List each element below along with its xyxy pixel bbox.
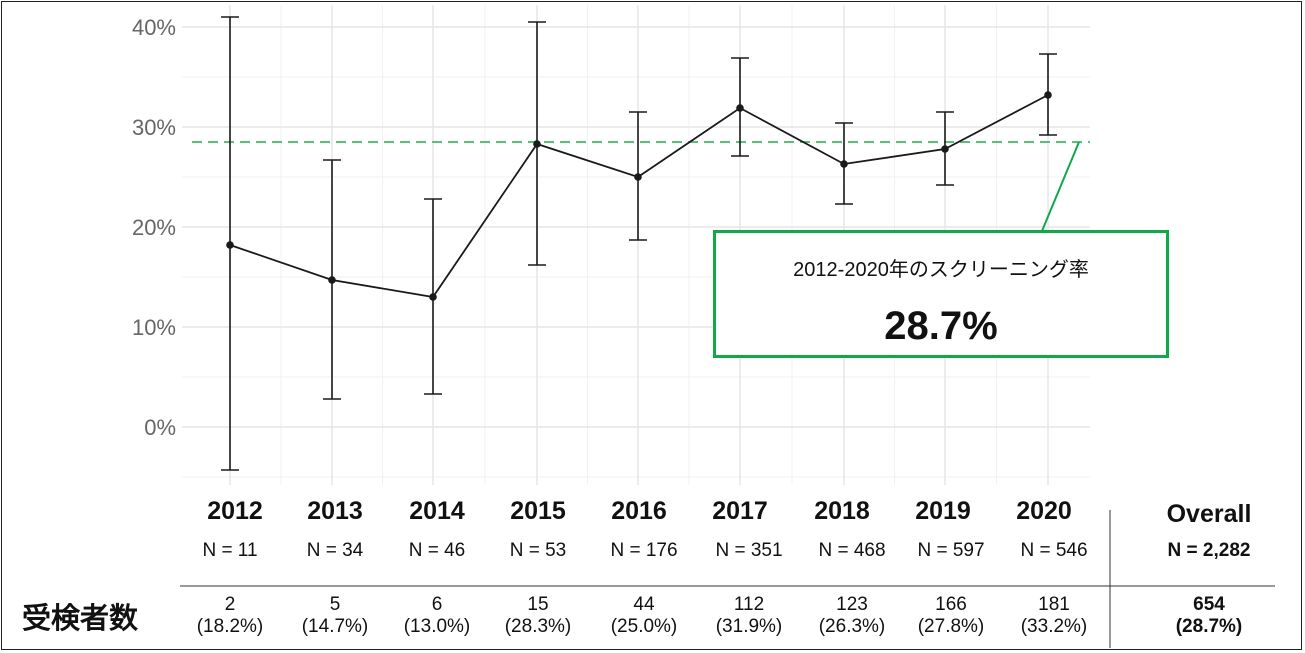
overall-rate-callout: 2012-2020年のスクリーニング率 28.7% (713, 230, 1169, 358)
data-point (941, 145, 949, 153)
count-pct: (31.9%) (715, 616, 783, 637)
year-label-2019: 2019 (915, 497, 971, 525)
n-2016: N = 176 (610, 540, 678, 561)
count-value: 123 (836, 594, 868, 615)
overall-count: 654 (28.7%) (1139, 594, 1279, 638)
n-2018: N = 468 (818, 540, 886, 561)
n-2012: N = 11 (202, 540, 258, 561)
overall-count-value: 654 (1193, 594, 1225, 615)
y-tick-label: 30% (132, 115, 176, 140)
n-2013: N = 34 (306, 540, 364, 561)
count-2016: 44 (25.0%) (592, 594, 696, 638)
count-pct: (18.2%) (196, 616, 264, 637)
year-label-2012: 2012 (207, 497, 263, 525)
year-label-2013: 2013 (307, 497, 363, 525)
year-label-2018: 2018 (814, 497, 870, 525)
count-2019: 166 (27.8%) (899, 594, 1003, 638)
count-pct: (25.0%) (610, 616, 678, 637)
count-value: 44 (633, 594, 655, 615)
callout-value: 28.7% (884, 304, 998, 348)
y-tick-label: 20% (132, 215, 176, 240)
n-2014: N = 46 (408, 540, 466, 561)
year-label-2017: 2017 (712, 497, 768, 525)
overall-n: N = 2,282 (1167, 540, 1251, 561)
count-pct: (14.7%) (301, 616, 369, 637)
data-point (736, 104, 744, 112)
count-2020: 181 (33.2%) (1002, 594, 1106, 638)
n-2017: N = 351 (715, 540, 783, 561)
overall-title: Overall (1166, 500, 1252, 528)
data-point (1044, 91, 1052, 99)
year-label-2016: 2016 (611, 497, 667, 525)
callout-connector (1041, 141, 1080, 232)
y-tick-label: 10% (132, 315, 176, 340)
count-value: 2 (224, 594, 236, 615)
count-pct: (13.0%) (403, 616, 471, 637)
count-pct: (26.3%) (818, 616, 886, 637)
count-2012: 2 (18.2%) (178, 594, 282, 638)
y-tick-label: 40% (132, 15, 176, 40)
count-2018: 123 (26.3%) (800, 594, 904, 638)
count-value: 5 (329, 594, 341, 615)
overall-count-pct: (28.7%) (1175, 616, 1243, 637)
year-label-2014: 2014 (409, 497, 465, 525)
data-point (226, 241, 234, 249)
year-label-2015: 2015 (510, 497, 566, 525)
count-value: 181 (1038, 594, 1070, 615)
y-tick-label: 0% (144, 415, 176, 440)
data-point (429, 293, 437, 301)
data-point (634, 173, 642, 181)
count-value: 6 (431, 594, 443, 615)
count-2015: 15 (28.3%) (486, 594, 590, 638)
data-point (328, 276, 336, 284)
count-pct: (27.8%) (917, 616, 985, 637)
n-2020: N = 546 (1020, 540, 1088, 561)
data-point (533, 140, 541, 148)
data-point (840, 160, 848, 168)
year-label-2020: 2020 (1016, 497, 1072, 525)
row-label-examinees: 受検者数 (22, 603, 139, 635)
n-2015: N = 53 (509, 540, 567, 561)
callout-label: 2012-2020年のスクリーニング率 (793, 259, 1089, 281)
count-value: 15 (527, 594, 549, 615)
n-2019: N = 597 (917, 540, 985, 561)
count-value: 112 (733, 594, 765, 615)
count-pct: (33.2%) (1020, 616, 1088, 637)
count-pct: (28.3%) (504, 616, 572, 637)
count-2013: 5 (14.7%) (283, 594, 387, 638)
count-value: 166 (935, 594, 967, 615)
count-2017: 112 (31.9%) (697, 594, 801, 638)
count-2014: 6 (13.0%) (385, 594, 489, 638)
